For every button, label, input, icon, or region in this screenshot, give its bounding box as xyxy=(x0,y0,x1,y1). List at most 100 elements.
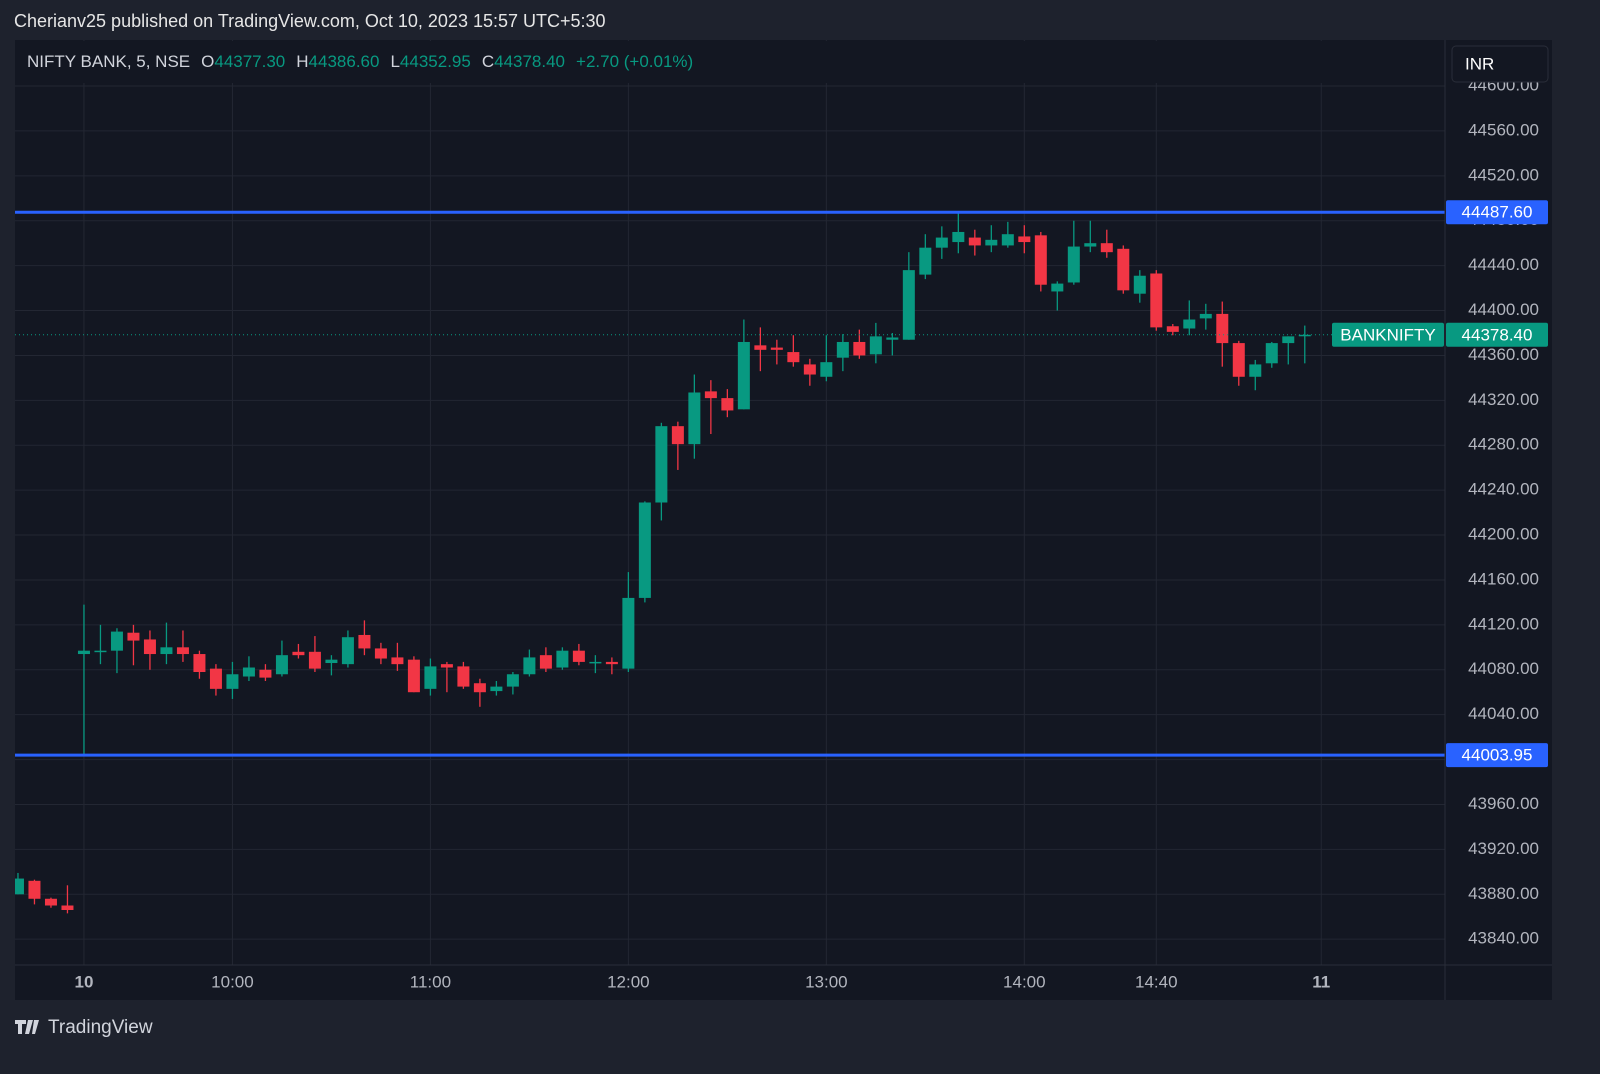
y-tick-label: 44280.00 xyxy=(1468,435,1539,454)
candle-body xyxy=(787,352,800,363)
candle-body xyxy=(440,664,453,668)
candle-body xyxy=(77,650,90,655)
level-label: 44487.60 xyxy=(1462,203,1533,222)
y-tick-label: 44320.00 xyxy=(1468,390,1539,409)
page-header: Cherianv25 published on TradingView.com,… xyxy=(14,11,606,31)
candle-body xyxy=(638,502,651,598)
y-tick-label: 43960.00 xyxy=(1468,794,1539,813)
footer-logo: TradingView xyxy=(48,1017,153,1038)
candle-body xyxy=(308,651,321,669)
candle-body xyxy=(15,878,24,895)
y-tick-label: 43920.00 xyxy=(1468,839,1539,858)
candle-body xyxy=(1298,334,1311,337)
level-label-bg xyxy=(1446,200,1548,225)
chart-panel xyxy=(15,40,1552,1000)
y-tick-label: 44440.00 xyxy=(1468,255,1539,274)
candle-body xyxy=(61,905,74,910)
candle-body xyxy=(325,659,338,664)
candle-body xyxy=(721,398,734,411)
ohlc-value: 44377.30 xyxy=(214,52,285,71)
candle-body xyxy=(127,632,140,641)
candle-body xyxy=(1001,234,1014,246)
ohlc-key: H xyxy=(296,52,308,71)
candle-body xyxy=(770,347,783,350)
candle-body xyxy=(209,668,222,689)
x-tick-label: 10:00 xyxy=(211,972,254,991)
candle-body xyxy=(160,647,173,655)
level-label-bg xyxy=(1446,743,1548,768)
x-tick-label: 10 xyxy=(74,972,93,991)
candle-body xyxy=(473,683,486,693)
candle-body xyxy=(985,239,998,246)
y-tick-label: 43880.00 xyxy=(1468,884,1539,903)
candle-body xyxy=(1100,243,1113,253)
y-tick-label: 44080.00 xyxy=(1468,659,1539,678)
candle-body xyxy=(193,654,206,673)
candle-body xyxy=(935,237,948,248)
candle-body xyxy=(44,898,57,906)
candle-body xyxy=(820,362,833,377)
y-tick-label: 44520.00 xyxy=(1468,165,1539,184)
candle-body xyxy=(556,650,569,668)
candle-body xyxy=(1232,343,1245,377)
x-tick-label: 11 xyxy=(1312,972,1330,991)
price-label: 44378.40 xyxy=(1462,325,1533,344)
y-tick-label: 44040.00 xyxy=(1468,704,1539,723)
plot xyxy=(15,210,1445,914)
candle-body xyxy=(1117,248,1130,291)
legend-bg xyxy=(16,41,1444,83)
currency-button-bg xyxy=(1451,45,1549,83)
x-tick-label: 13:00 xyxy=(805,972,848,991)
symbol-name: NIFTY BANK, 5, NSE xyxy=(27,52,190,71)
price-label-bg xyxy=(1446,322,1548,347)
candle-body xyxy=(869,336,882,355)
candle-body xyxy=(1034,235,1047,285)
candle-body xyxy=(490,686,503,692)
y-tick-label: 44240.00 xyxy=(1468,480,1539,499)
candle-body xyxy=(704,391,717,399)
ohlc-key: C xyxy=(482,52,494,71)
x-tick-label: 12:00 xyxy=(607,972,650,991)
candle-body xyxy=(457,666,470,687)
candle-body xyxy=(506,674,519,687)
y-tick-label: 43840.00 xyxy=(1468,929,1539,948)
level-label: 44003.95 xyxy=(1462,746,1533,765)
candle-body xyxy=(1067,246,1080,283)
candle-body xyxy=(275,655,288,675)
candle-body xyxy=(94,650,107,653)
candle-body xyxy=(1166,326,1179,332)
candle-body xyxy=(671,426,684,445)
candle-body xyxy=(407,659,420,693)
candle-body xyxy=(1216,313,1229,344)
grid xyxy=(15,40,1445,965)
candle-body xyxy=(292,651,305,656)
ohlc-legend: NIFTY BANK, 5, NSE O44377.30 H44386.60 L443… xyxy=(27,52,693,71)
ohlc-value: 44378.40 xyxy=(494,52,565,71)
candle-body xyxy=(605,661,618,665)
price-name-bg xyxy=(1332,322,1444,347)
candle-body xyxy=(968,237,981,246)
currency-button[interactable]: INR xyxy=(1465,54,1494,73)
ohlc-value: 44352.95 xyxy=(400,52,471,71)
candle-body xyxy=(1183,319,1196,329)
candle-body xyxy=(1084,243,1097,247)
candle-body xyxy=(539,655,552,669)
x-tick-label: 14:40 xyxy=(1135,972,1178,991)
y-tick-label: 44360.00 xyxy=(1468,345,1539,364)
candle-body xyxy=(754,345,767,350)
y-tick-label: 44160.00 xyxy=(1468,569,1539,588)
candle-body xyxy=(737,341,750,410)
candle-body xyxy=(358,634,371,649)
candle-body xyxy=(424,666,437,689)
candle-body xyxy=(110,631,123,651)
ohlc-key: L xyxy=(390,52,399,71)
candle-body xyxy=(836,341,849,358)
candle-body xyxy=(952,231,965,243)
x-tick-label: 11:00 xyxy=(410,972,451,991)
candle-body xyxy=(1199,313,1212,319)
candle-body xyxy=(1265,343,1278,364)
y-tick-label: 44200.00 xyxy=(1468,525,1539,544)
candle-body xyxy=(919,247,932,275)
candle-body xyxy=(655,426,668,503)
